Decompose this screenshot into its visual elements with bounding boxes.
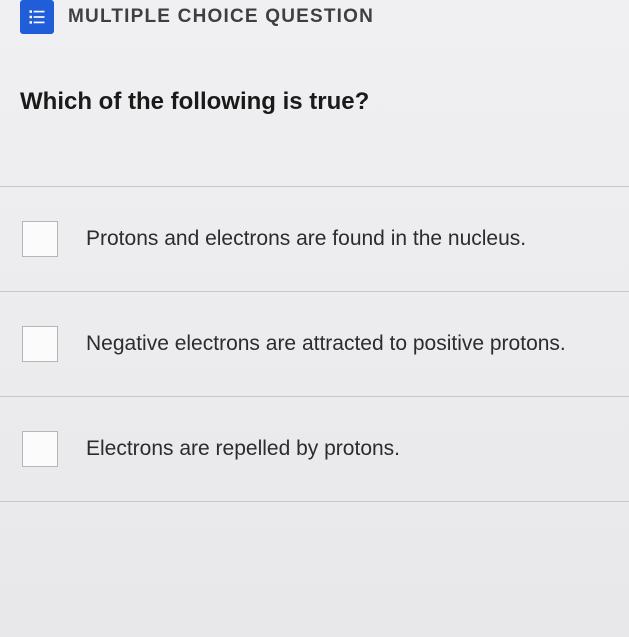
option-row[interactable]: Electrons are repelled by protons. (0, 396, 629, 502)
options-list: Protons and electrons are found in the n… (0, 186, 629, 502)
list-check-icon (20, 0, 54, 34)
option-checkbox[interactable] (22, 431, 58, 467)
option-text: Protons and electrons are found in the n… (86, 223, 526, 256)
option-row[interactable]: Negative electrons are attracted to posi… (0, 291, 629, 396)
question-type-label: MULTIPLE CHOICE QUESTION (68, 6, 374, 28)
option-text: Negative electrons are attracted to posi… (86, 328, 566, 361)
option-checkbox[interactable] (22, 221, 58, 257)
option-row[interactable]: Protons and electrons are found in the n… (0, 186, 629, 291)
option-checkbox[interactable] (22, 326, 58, 362)
option-text: Electrons are repelled by protons. (86, 433, 400, 466)
question-prompt: Which of the following is true? (0, 38, 629, 186)
question-header: MULTIPLE CHOICE QUESTION (0, 0, 629, 38)
